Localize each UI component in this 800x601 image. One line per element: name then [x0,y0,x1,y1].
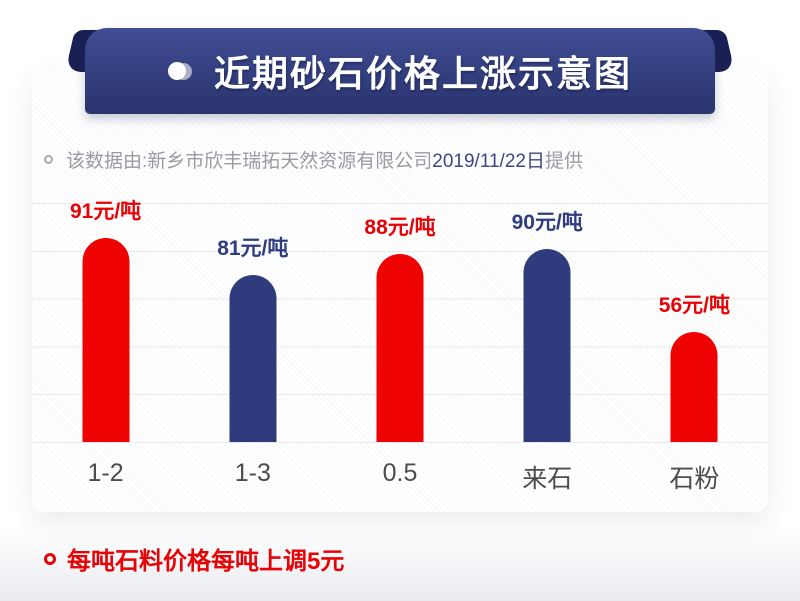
x-axis-labels: 1-2 1-3 0.5 来石 石粉 [32,459,768,495]
bar-chart: 91元/吨 81元/吨 88元/吨 90元/吨 56元/吨 1-2 1-3 0.5 来石 石粉 [32,200,768,495]
chart-bar-5 [670,332,718,442]
category-label-4: 来石 [522,465,573,493]
plot-area: 91元/吨 81元/吨 88元/吨 90元/吨 56元/吨 [32,200,768,443]
category-label-2: 1-3 [234,459,271,487]
circle-bullet-icon [44,552,56,565]
source-suffix: 提供 [544,151,583,172]
bars-container: 91元/吨 81元/吨 88元/吨 90元/吨 56元/吨 [32,200,768,442]
bar-value-label-1: 91元/吨 [69,200,142,223]
chart-bar-4 [523,249,571,442]
source-note: 该数据由:新乡市欣丰瑞拓天然资源有限公司2019/11/22日提供 [44,146,583,173]
chart-bar-3 [376,254,424,442]
source-date: 2019/11/22日 [432,151,545,172]
source-text: 该数据由:新乡市欣丰瑞拓天然资源有限公司2019/11/22日提供 [66,146,583,173]
bar-value-label-3: 88元/吨 [364,216,436,239]
chart-column-5: 56元/吨 [621,203,768,442]
dot-icon [167,61,192,81]
circle-bullet-icon [44,155,53,164]
title-ribbon: 近期砂石价格上涨示意图 [85,28,715,114]
category-label-3: 0.5 [382,459,418,487]
category-label-5: 石粉 [669,465,720,493]
chart-card: 该数据由:新乡市欣丰瑞拓天然资源有限公司2019/11/22日提供 91元/吨 8… [32,68,768,512]
chart-column-3: 88元/吨 [326,203,473,442]
chart-column-1: 91元/吨 [32,200,179,442]
source-prefix: 该数据由:新乡市欣丰瑞拓天然资源有限公司 [66,151,433,172]
bar-value-label-5: 56元/吨 [658,294,731,317]
bar-value-label-4: 90元/吨 [511,211,583,234]
chart-column-4: 90元/吨 [474,203,621,442]
chart-bar-1 [82,238,130,442]
bar-value-label-2: 81元/吨 [217,237,289,260]
footer-note: 每吨石料价格每吨上调5元 [44,541,344,576]
footer-text: 每吨石料价格每吨上调5元 [67,548,345,575]
page-title: 近期砂石价格上涨示意图 [213,53,632,94]
category-label-1: 1-2 [87,459,124,487]
chart-column-2: 81元/吨 [179,203,326,442]
chart-bar-2 [229,275,277,442]
